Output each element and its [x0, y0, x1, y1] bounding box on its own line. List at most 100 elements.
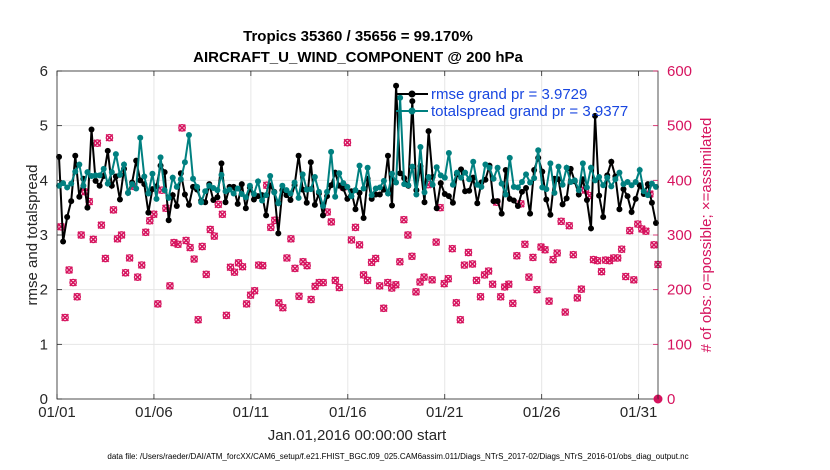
obs-possible-point [299, 257, 307, 266]
obs-assimilated-stroke [234, 259, 243, 267]
obs-assimilated-stroke [400, 215, 408, 224]
obs-assimilated-point [125, 254, 134, 262]
y-tick-label: 6 [40, 63, 48, 80]
rmse-point [523, 184, 530, 191]
obs-assimilated-point [69, 278, 77, 287]
obs-assimilated-stroke [613, 254, 622, 262]
obs-possible-point [166, 281, 174, 290]
totalspread-point [141, 173, 148, 180]
obs-possible-point [371, 254, 380, 263]
obs-assimilated-stroke [343, 138, 352, 147]
rmse-point [72, 152, 79, 159]
totalspread-point [149, 170, 156, 177]
obs-assimilated-point [279, 303, 287, 312]
obs-possible-point [202, 270, 211, 279]
y-tick-label: 0 [40, 391, 48, 408]
obs-assimilated-point [145, 216, 154, 225]
obs-possible-point [186, 243, 194, 252]
totalspread-point [478, 183, 485, 190]
obs-possible-point [617, 245, 626, 254]
obs-assimilated-point [283, 254, 291, 262]
obs-assimilated-point [629, 275, 638, 284]
obs-possible-point [238, 262, 247, 271]
obs-possible-point [638, 225, 646, 233]
totalspread-point [604, 174, 611, 181]
obs-assimilated-stroke [327, 218, 336, 226]
obs-assimilated-point [383, 278, 392, 287]
obs-assimilated-stroke [460, 261, 469, 269]
obs-assimilated-stroke [428, 275, 436, 284]
obs-possible-point [420, 273, 428, 281]
totalspread-point [194, 183, 201, 190]
obs-possible-point [408, 252, 416, 261]
totalspread-point [389, 170, 396, 177]
totalspread-point [275, 200, 282, 207]
obs-assimilated-point [266, 223, 275, 232]
obs-possible-point [633, 220, 642, 228]
obs-assimilated-stroke [141, 228, 150, 237]
obs-possible-point [343, 138, 352, 147]
totalspread-point [299, 171, 306, 178]
obs-assimilated-stroke [182, 236, 190, 245]
x-tick-label: 01/26 [523, 404, 561, 421]
obs-assimilated-stroke [347, 236, 356, 244]
obs-possible-point [553, 249, 562, 257]
totalspread-point [173, 183, 180, 190]
rmse-point [547, 211, 554, 218]
obs-possible-point [335, 283, 344, 292]
rmse-point [648, 199, 655, 206]
obs-assimilated-stroke [279, 303, 287, 312]
rmse-point [498, 210, 505, 217]
obs-assimilated-point [347, 236, 356, 244]
obs-assimilated-point [379, 304, 388, 313]
obs-possible-point [57, 222, 65, 231]
totalspread-point [453, 169, 460, 176]
obs-possible-point [541, 245, 549, 254]
rmse-point [587, 225, 594, 232]
rmse-point [514, 203, 521, 210]
obs-possible-point [379, 304, 388, 313]
rmse-point [632, 195, 639, 202]
obs-assimilated-point [408, 252, 416, 261]
obs-assimilated-point [529, 253, 537, 262]
rmse-point [250, 196, 257, 203]
obs-assimilated-point [319, 278, 328, 287]
obs-possible-point [117, 231, 126, 239]
obs-assimilated-stroke [307, 295, 315, 304]
totalspread-point [112, 151, 119, 158]
rmse-point [652, 219, 659, 226]
y-tick-label: 4 [40, 172, 48, 189]
obs-assimilated-point [303, 261, 311, 270]
totalspread-point [311, 174, 318, 181]
totalspread-point [543, 186, 550, 193]
obs-assimilated-point [428, 275, 436, 284]
totalspread-point [348, 193, 355, 200]
obs-assimilated-point [412, 287, 420, 296]
obs-possible-point [484, 267, 493, 275]
obs-assimilated-point [182, 236, 190, 245]
obs-assimilated-point [61, 313, 69, 322]
y-tick-label: 2 [40, 282, 48, 299]
obs-assimilated-stroke [395, 257, 404, 266]
totalspread-point [202, 188, 209, 195]
totalspread-point [230, 190, 237, 197]
obs-assimilated-point [287, 234, 295, 243]
y-axis-label: rmse and totalspread [24, 165, 41, 306]
totalspread-point [421, 189, 428, 196]
rmse-point [389, 202, 396, 209]
totalspread-point [632, 178, 639, 185]
totalspread-point [608, 183, 615, 190]
x-tick-label: 01/11 [233, 404, 269, 421]
obs-assimilated-stroke [61, 313, 69, 322]
obs-assimilated-point [472, 276, 481, 285]
totalspread-point [100, 165, 107, 172]
obs-assimilated-point [468, 260, 477, 268]
obs-possible-point [266, 223, 275, 232]
obs-possible-point [133, 273, 142, 281]
obs-assimilated-stroke [521, 240, 529, 249]
totalspread-point [169, 174, 176, 181]
rmse-point [68, 198, 75, 205]
obs-possible-point [222, 311, 231, 320]
rmse-point [559, 201, 566, 208]
obs-assimilated-point [573, 294, 582, 302]
